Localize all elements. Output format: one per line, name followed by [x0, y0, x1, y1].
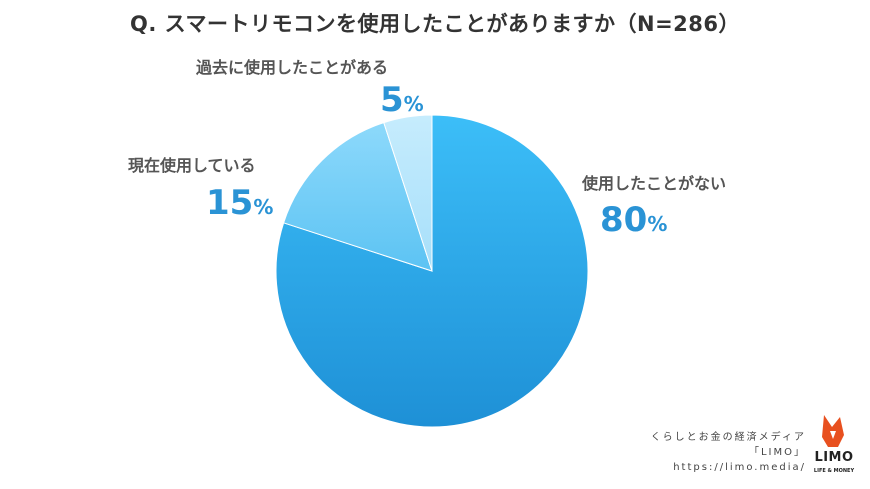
fox-logo-icon: [822, 415, 844, 447]
footer-tagline: くらしとお金の経済メディア: [650, 432, 806, 443]
pie-slice-used-in-past: [383, 114, 433, 272]
limo-logo: LIMO LIFE & MONEY: [810, 413, 858, 475]
footer-brand: 「LIMO」: [748, 447, 806, 458]
logo-wordmark: LIMO: [814, 450, 854, 465]
slice-label-used-in-past: 過去に使用したことがある: [196, 58, 389, 77]
slice-value-unit: %: [253, 195, 274, 219]
pie-slice-currently-using: [283, 122, 433, 272]
footer-url[interactable]: https://limo.media/: [673, 462, 806, 473]
slice-value-number: 15: [206, 183, 254, 223]
slice-label-never-used: 使用したことがない: [582, 174, 727, 193]
footer-credit: くらしとお金の経済メディア 「LIMO」 https://limo.media/: [651, 430, 806, 475]
slice-label-currently-using: 現在使用している: [128, 156, 256, 175]
chart-title: Q. スマートリモコンを使用したことがありますか（N=286）: [129, 12, 740, 36]
slice-value-unit: %: [403, 92, 424, 116]
slice-value-unit: %: [647, 212, 668, 236]
slice-value-currently-using: 15%: [206, 183, 273, 223]
slice-value-used-in-past: 5%: [380, 80, 424, 120]
pie-slice-never-used: [275, 114, 589, 428]
slice-value-never-used: 80%: [600, 200, 667, 240]
slice-value-number: 5: [380, 80, 404, 120]
logo-subtitle: LIFE & MONEY: [813, 468, 855, 474]
slice-value-number: 80: [600, 200, 648, 240]
